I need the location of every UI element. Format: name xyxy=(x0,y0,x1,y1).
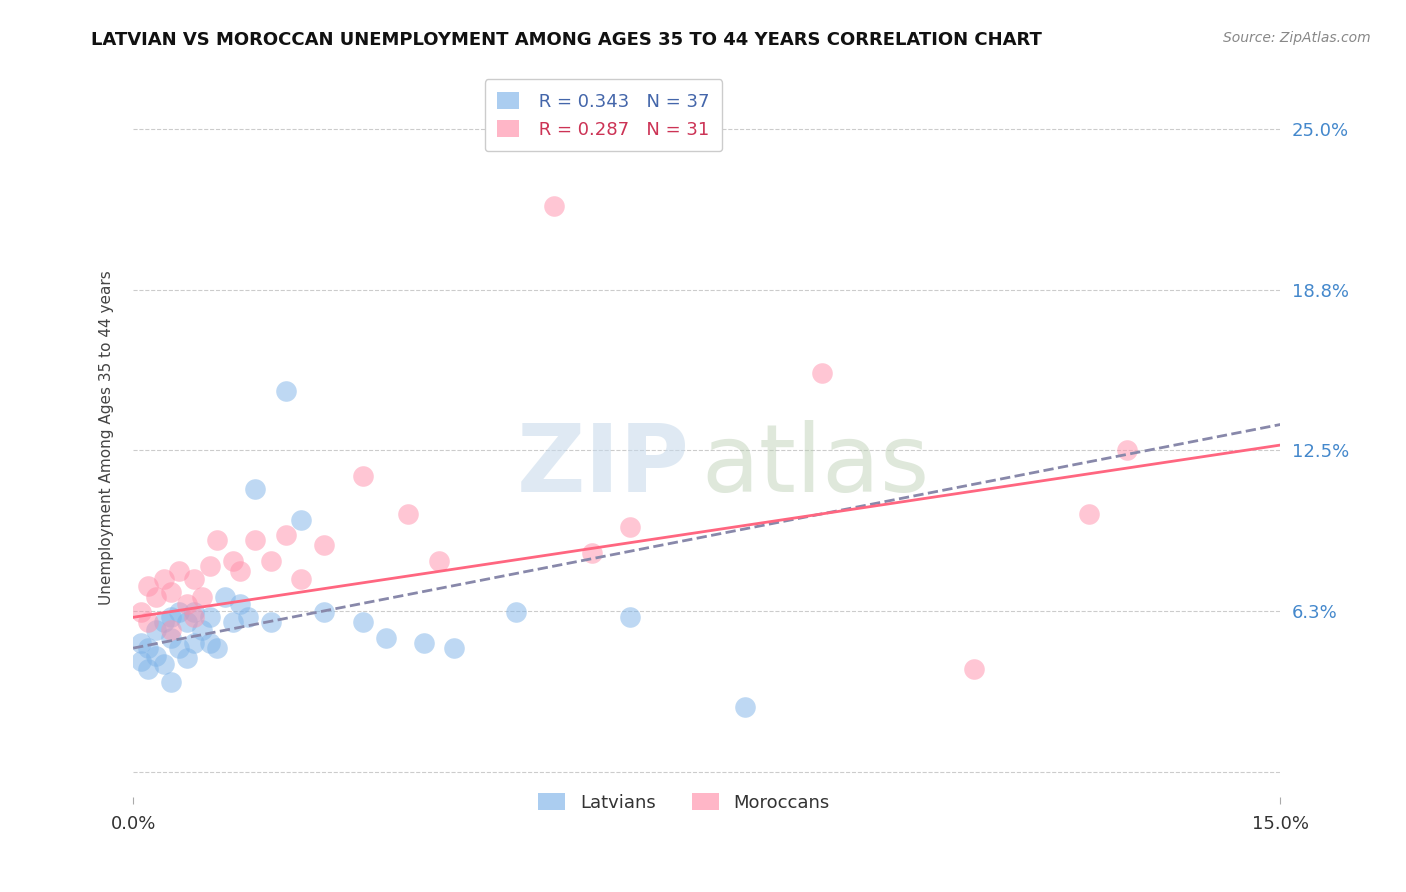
Point xyxy=(1116,443,1139,458)
Point xyxy=(183,572,205,586)
Point xyxy=(183,605,205,619)
Point xyxy=(160,631,183,645)
Point xyxy=(352,469,374,483)
Point xyxy=(374,631,396,645)
Point xyxy=(129,636,152,650)
Point xyxy=(290,572,312,586)
Point xyxy=(810,366,832,380)
Point xyxy=(581,546,603,560)
Point xyxy=(314,538,336,552)
Point xyxy=(167,564,190,578)
Point xyxy=(129,654,152,668)
Y-axis label: Unemployment Among Ages 35 to 44 years: Unemployment Among Ages 35 to 44 years xyxy=(100,270,114,605)
Text: 0.0%: 0.0% xyxy=(111,815,156,833)
Point xyxy=(221,554,243,568)
Point xyxy=(619,610,641,624)
Point xyxy=(245,482,267,496)
Point xyxy=(260,615,283,630)
Point xyxy=(229,564,252,578)
Point xyxy=(207,533,229,548)
Point xyxy=(198,610,221,624)
Point xyxy=(160,610,183,624)
Point xyxy=(274,528,297,542)
Point xyxy=(152,572,174,586)
Point xyxy=(191,623,214,637)
Point xyxy=(245,533,267,548)
Point xyxy=(214,590,236,604)
Point xyxy=(138,662,160,676)
Point xyxy=(160,623,183,637)
Text: Source: ZipAtlas.com: Source: ZipAtlas.com xyxy=(1223,31,1371,45)
Point xyxy=(443,641,465,656)
Point xyxy=(138,641,160,656)
Point xyxy=(138,615,160,630)
Point xyxy=(145,590,167,604)
Point xyxy=(963,662,986,676)
Legend: Latvians, Moroccans: Latvians, Moroccans xyxy=(529,784,838,821)
Point xyxy=(138,579,160,593)
Point xyxy=(207,641,229,656)
Point xyxy=(543,199,565,213)
Point xyxy=(619,520,641,534)
Point xyxy=(160,674,183,689)
Point xyxy=(290,513,312,527)
Point xyxy=(398,508,420,522)
Point xyxy=(152,615,174,630)
Point xyxy=(221,615,243,630)
Point xyxy=(412,636,434,650)
Point xyxy=(152,657,174,671)
Point xyxy=(352,615,374,630)
Point xyxy=(427,554,450,568)
Point xyxy=(734,700,756,714)
Point xyxy=(1078,508,1101,522)
Point xyxy=(229,598,252,612)
Point xyxy=(176,651,198,665)
Point xyxy=(198,558,221,573)
Point xyxy=(191,590,214,604)
Point xyxy=(274,384,297,398)
Point xyxy=(167,641,190,656)
Point xyxy=(176,615,198,630)
Point xyxy=(505,605,527,619)
Text: ZIP: ZIP xyxy=(516,420,689,512)
Point xyxy=(145,623,167,637)
Point xyxy=(176,598,198,612)
Point xyxy=(160,584,183,599)
Text: atlas: atlas xyxy=(702,420,929,512)
Point xyxy=(167,605,190,619)
Point xyxy=(236,610,259,624)
Point xyxy=(260,554,283,568)
Point xyxy=(198,636,221,650)
Point xyxy=(183,636,205,650)
Text: 15.0%: 15.0% xyxy=(1251,815,1309,833)
Text: LATVIAN VS MOROCCAN UNEMPLOYMENT AMONG AGES 35 TO 44 YEARS CORRELATION CHART: LATVIAN VS MOROCCAN UNEMPLOYMENT AMONG A… xyxy=(91,31,1042,49)
Point xyxy=(129,605,152,619)
Point xyxy=(314,605,336,619)
Point xyxy=(183,610,205,624)
Point xyxy=(145,648,167,663)
